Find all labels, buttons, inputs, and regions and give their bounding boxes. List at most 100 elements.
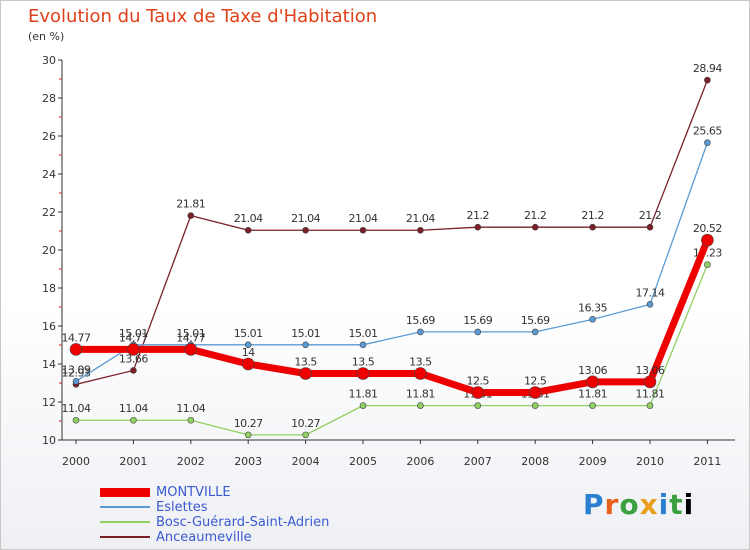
data-label-montville: 14 <box>242 346 255 359</box>
data-point-montville <box>299 367 312 380</box>
legend-swatch-montville <box>100 488 150 497</box>
data-point-anceaumeville <box>130 367 137 374</box>
data-label-anceaumeville: 13.66 <box>119 352 148 365</box>
legend-item-anceaumeville: Anceaumeville <box>100 530 400 545</box>
data-point-montville <box>586 375 599 389</box>
data-label-bosc-gu-rard-saint-adrien: 10.27 <box>234 417 263 430</box>
x-tick-label: 2005 <box>349 455 377 468</box>
data-label-montville: 13.06 <box>636 364 665 377</box>
data-label-eslettes: 15.01 <box>119 327 148 340</box>
y-tick-label: 14 <box>42 358 56 371</box>
x-tick-label: 2003 <box>234 455 262 468</box>
y-tick-label: 26 <box>42 130 56 143</box>
data-label-bosc-gu-rard-saint-adrien: 11.81 <box>406 388 435 401</box>
legend-item-montville: MONTVILLE <box>100 485 400 500</box>
data-point-bosc-gu-rard-saint-adrien <box>646 402 654 409</box>
data-label-anceaumeville: 21.2 <box>639 209 662 222</box>
series-line-bosc-gu-rard-saint-adrien <box>76 264 709 436</box>
data-label-eslettes: 13.09 <box>62 363 91 376</box>
data-label-bosc-gu-rard-saint-adrien: 11.81 <box>578 388 607 401</box>
data-point-bosc-gu-rard-saint-adrien <box>302 431 309 439</box>
data-point-anceaumeville <box>646 223 654 231</box>
data-point-bosc-gu-rard-saint-adrien <box>187 416 195 424</box>
data-point-anceaumeville <box>244 226 252 234</box>
data-point-bosc-gu-rard-saint-adrien <box>72 416 80 424</box>
x-tick-label: 2007 <box>464 455 492 468</box>
data-point-montville <box>414 367 427 380</box>
data-label-anceaumeville: 28.94 <box>693 62 722 75</box>
data-point-anceaumeville <box>359 226 367 234</box>
data-point-bosc-gu-rard-saint-adrien <box>130 416 137 424</box>
legend-swatch-bosc-guerard <box>100 521 150 523</box>
data-label-anceaumeville: 21.04 <box>349 212 378 225</box>
data-point-eslettes <box>531 328 539 336</box>
data-point-eslettes <box>359 341 367 349</box>
x-tick-label: 2009 <box>579 455 607 468</box>
data-point-bosc-gu-rard-saint-adrien <box>359 402 367 409</box>
y-tick-label: 12 <box>42 396 56 409</box>
legend-label-eslettes: Eslettes <box>156 500 208 515</box>
data-point-bosc-gu-rard-saint-adrien <box>474 402 482 409</box>
data-point-eslettes <box>704 139 711 146</box>
data-point-montville <box>471 386 485 399</box>
y-tick-label: 18 <box>42 282 56 295</box>
data-label-eslettes: 15.01 <box>176 327 205 340</box>
data-point-anceaumeville <box>474 223 482 231</box>
data-point-montville <box>69 343 83 356</box>
data-label-montville: 14.77 <box>62 331 91 344</box>
data-label-bosc-gu-rard-saint-adrien: 11.04 <box>119 402 148 415</box>
legend-label-bosc-guerard: Bosc-Guérard-Saint-Adrien <box>156 515 330 530</box>
chart-title: Evolution du Taux de Taxe d'Habitation <box>28 6 378 27</box>
y-tick-label: 20 <box>42 244 56 257</box>
data-label-anceaumeville: 21.04 <box>291 212 320 225</box>
x-tick-label: 2001 <box>119 455 147 468</box>
data-label-bosc-gu-rard-saint-adrien: 10.27 <box>291 417 320 430</box>
data-label-eslettes: 15.69 <box>463 314 492 327</box>
legend-item-bosc-guerard: Bosc-Guérard-Saint-Adrien <box>100 515 400 530</box>
legend-label-montville: MONTVILLE <box>156 485 231 500</box>
y-tick-label: 24 <box>42 168 56 181</box>
data-point-eslettes <box>589 316 596 323</box>
data-point-bosc-gu-rard-saint-adrien <box>589 402 596 409</box>
y-tick-label: 28 <box>42 92 56 105</box>
x-tick-label: 2006 <box>406 455 434 468</box>
data-point-montville <box>127 343 140 356</box>
data-label-anceaumeville: 21.04 <box>406 212 435 225</box>
data-label-eslettes: 15.69 <box>406 314 435 327</box>
data-label-anceaumeville: 21.04 <box>234 212 263 225</box>
series-line-eslettes <box>75 142 709 382</box>
data-point-anceaumeville <box>187 212 195 219</box>
legend-label-anceaumeville: Anceaumeville <box>156 530 252 545</box>
data-label-montville: 13.5 <box>352 356 375 369</box>
data-point-anceaumeville <box>417 226 424 234</box>
data-label-montville: 20.52 <box>693 222 722 235</box>
data-label-eslettes: 15.01 <box>349 327 378 340</box>
x-tick-label: 2000 <box>62 455 90 468</box>
data-label-eslettes: 15.01 <box>234 327 263 340</box>
data-point-montville <box>701 233 714 247</box>
x-tick-label: 2011 <box>693 455 721 468</box>
proxiti-logo: Proxiti <box>583 488 695 521</box>
data-point-eslettes <box>244 341 252 349</box>
legend-swatch-eslettes <box>100 506 150 508</box>
data-label-anceaumeville: 21.2 <box>524 209 547 222</box>
y-tick-label: 30 <box>42 54 56 67</box>
data-point-anceaumeville <box>589 223 596 231</box>
x-tick-label: 2010 <box>636 455 664 468</box>
data-point-montville <box>241 357 255 371</box>
data-point-anceaumeville <box>302 226 309 234</box>
data-label-montville: 12.5 <box>467 375 490 388</box>
data-point-anceaumeville <box>704 76 711 84</box>
x-tick-label: 2002 <box>177 455 205 468</box>
legend-swatch-anceaumeville <box>100 536 150 538</box>
data-label-montville: 14.77 <box>119 331 148 344</box>
data-point-montville <box>184 343 198 356</box>
data-point-eslettes <box>474 328 482 336</box>
x-tick-label: 2004 <box>292 455 320 468</box>
data-point-bosc-gu-rard-saint-adrien <box>531 402 539 409</box>
data-point-montville <box>528 386 542 399</box>
data-label-montville: 14.77 <box>176 331 205 344</box>
legend-item-eslettes: Eslettes <box>100 500 400 515</box>
data-point-eslettes <box>417 328 424 336</box>
